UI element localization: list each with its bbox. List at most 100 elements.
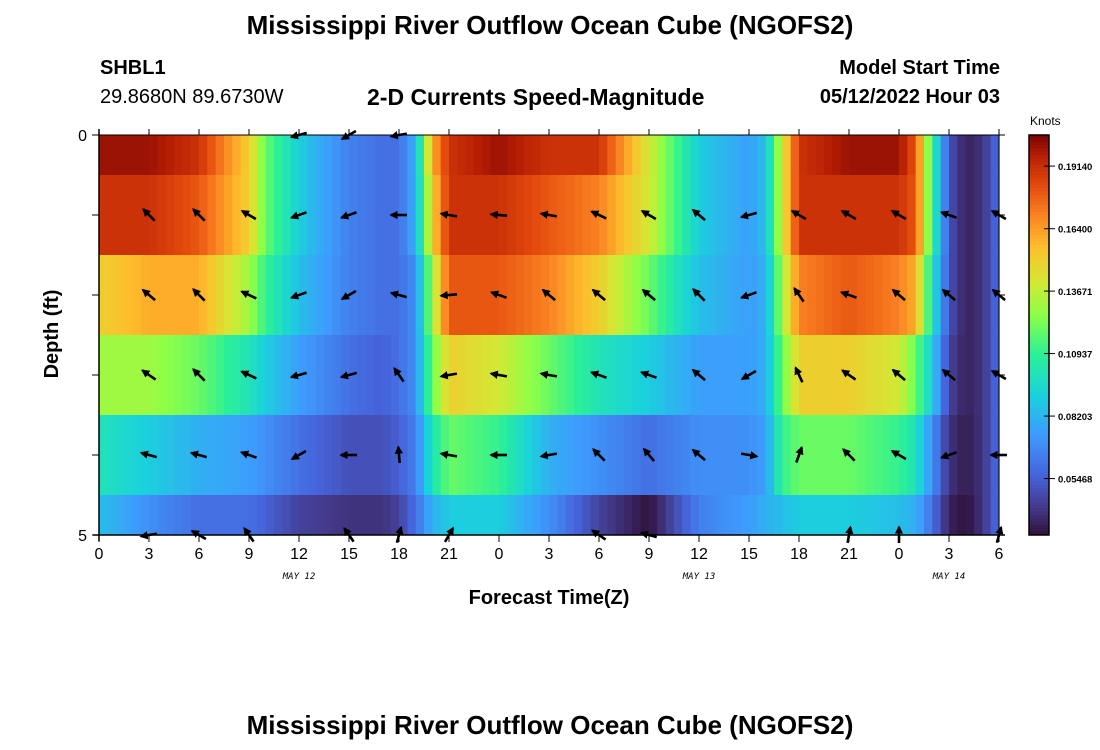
- heatmap-cell: [424, 495, 433, 536]
- heatmap-cell: [507, 135, 517, 176]
- colorbar-swatch: [1029, 371, 1049, 376]
- current-vector: [192, 288, 206, 302]
- heatmap-cell: [349, 175, 358, 256]
- heatmap-cell: [457, 415, 467, 496]
- heatmap-cell: [732, 175, 742, 256]
- heatmap-cell: [715, 495, 725, 536]
- heatmap-cell: [774, 175, 783, 256]
- heatmap-cell: [732, 335, 742, 416]
- colorbar-swatch: [1029, 431, 1049, 436]
- x-tick-label: 18: [790, 546, 808, 563]
- heatmap-cell: [949, 335, 958, 416]
- current-vector: [891, 368, 906, 382]
- x-axis-label: Forecast Time(Z): [469, 587, 630, 609]
- heatmap-cell: [224, 175, 233, 256]
- heatmap-cell: [699, 135, 708, 176]
- heatmap-cell: [582, 255, 592, 336]
- heatmap-cell: [765, 175, 775, 256]
- heatmap-cell: [799, 135, 808, 176]
- heatmap-cell: [865, 255, 875, 336]
- heatmap-cell: [832, 255, 842, 336]
- footer-title: Mississippi River Outflow Ocean Cube (NG…: [246, 710, 854, 740]
- colorbar-swatch: [1029, 225, 1049, 229]
- heatmap-cell: [574, 495, 583, 536]
- colorbar-swatch: [1029, 191, 1049, 196]
- colorbar-swatch: [1029, 278, 1049, 283]
- heatmap-cell: [565, 175, 575, 256]
- heatmap-cell: [274, 495, 283, 536]
- colorbar-swatch: [1029, 488, 1049, 493]
- heatmap-cell: [982, 495, 992, 536]
- heatmap-cell: [432, 175, 442, 256]
- colorbar-swatch: [1029, 298, 1049, 303]
- colorbar-swatch: [1029, 401, 1049, 406]
- heatmap-cell: [815, 175, 825, 256]
- colorbar-swatch: [1029, 201, 1049, 206]
- heatmap-cell: [957, 255, 967, 336]
- colorbar-swatch: [1029, 198, 1049, 203]
- heatmap-cell: [374, 335, 383, 416]
- heatmap-cell: [399, 495, 408, 536]
- heatmap-cell: [749, 255, 758, 336]
- colorbar-swatch: [1029, 261, 1049, 266]
- heatmap-cell: [932, 495, 942, 536]
- heatmap-cell: [124, 255, 133, 336]
- current-vector: [289, 371, 308, 380]
- heatmap-cell: [724, 495, 733, 536]
- colorbar-swatch: [1029, 341, 1049, 346]
- heatmap-cell: [824, 335, 833, 416]
- colorbar-swatch: [1029, 445, 1049, 449]
- heatmap-cell: [974, 335, 983, 416]
- heatmap-cell: [807, 335, 817, 416]
- current-vector: [691, 448, 706, 462]
- heatmap-cell: [799, 415, 808, 496]
- heatmap-cell: [224, 495, 233, 536]
- heatmap-cell: [899, 135, 908, 176]
- heatmap-cell: [124, 175, 133, 256]
- heatmap-cell: [240, 135, 250, 176]
- heatmap-cell: [174, 335, 183, 416]
- colorbar-swatch: [1029, 471, 1049, 476]
- heatmap-cell: [840, 495, 850, 536]
- heatmap-cell: [382, 135, 392, 176]
- heatmap-cell: [457, 255, 467, 336]
- heatmap-cell: [757, 255, 767, 336]
- colorbar-swatch: [1029, 355, 1049, 359]
- colorbar-swatch: [1029, 365, 1049, 369]
- colorbar-swatch: [1029, 248, 1049, 253]
- heatmap-cell: [132, 255, 142, 336]
- current-vector: [239, 450, 257, 459]
- colorbar-swatch: [1029, 318, 1049, 323]
- heatmap-cell: [532, 175, 542, 256]
- heatmap-cell: [674, 175, 683, 256]
- heatmap-cell: [949, 415, 958, 496]
- heatmap-cell: [190, 135, 200, 176]
- heatmap-cell: [849, 255, 858, 336]
- heatmap-cell: [407, 335, 417, 416]
- heatmap-cell: [732, 415, 742, 496]
- colorbar-swatch: [1029, 221, 1049, 226]
- heatmap-cell: [257, 135, 267, 176]
- current-vector: [240, 370, 257, 380]
- heatmap-cell: [349, 255, 358, 336]
- heatmap-cell: [815, 335, 825, 416]
- colorbar-swatch: [1029, 531, 1049, 536]
- heatmap-cell: [399, 335, 408, 416]
- heatmap-cell: [874, 415, 883, 496]
- heatmap-cell: [357, 335, 367, 416]
- heatmap-cell: [907, 135, 917, 176]
- date-label: MAY 14: [932, 572, 966, 582]
- current-vector: [794, 366, 804, 383]
- colorbar-swatch: [1029, 155, 1049, 159]
- current-vector: [640, 209, 657, 221]
- heatmap-cell: [565, 415, 575, 496]
- current-vector: [641, 288, 656, 302]
- heatmap-cell: [965, 415, 975, 496]
- current-vector: [394, 445, 404, 464]
- colorbar-swatch: [1029, 498, 1049, 503]
- heatmap-cell: [507, 255, 517, 336]
- colorbar-swatch: [1029, 381, 1049, 386]
- heatmap-cell: [199, 255, 208, 336]
- heatmap-cell: [257, 335, 267, 416]
- current-vector: [692, 288, 706, 302]
